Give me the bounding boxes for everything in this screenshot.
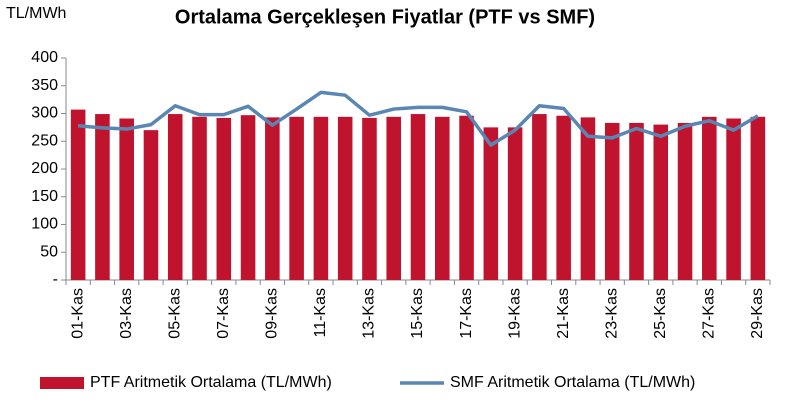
bar bbox=[119, 118, 134, 281]
y-tick-label: 200 bbox=[31, 160, 58, 177]
bar bbox=[95, 114, 110, 281]
bar bbox=[386, 116, 402, 280]
x-tick-label: 23-Kas bbox=[603, 288, 620, 339]
x-tick-label: 13-Kas bbox=[361, 288, 378, 339]
x-tick-label: 17-Kas bbox=[458, 288, 475, 339]
bar bbox=[337, 116, 353, 280]
bar bbox=[604, 122, 620, 280]
bar bbox=[70, 109, 86, 281]
y-axis-label: TL/MWh bbox=[6, 5, 66, 22]
y-tick-label: 150 bbox=[31, 188, 58, 205]
y-tick-label: 250 bbox=[31, 132, 58, 149]
x-tick-label: 21-Kas bbox=[555, 288, 572, 339]
bar bbox=[362, 117, 377, 280]
bar bbox=[289, 116, 304, 280]
y-tick-label: 300 bbox=[31, 105, 58, 122]
legend-swatch bbox=[40, 377, 84, 389]
x-tick-label: 09-Kas bbox=[264, 288, 281, 339]
y-tick-label: 50 bbox=[40, 243, 58, 260]
x-tick-label: 15-Kas bbox=[409, 288, 426, 339]
y-tick-label: 100 bbox=[31, 216, 58, 233]
x-tick-label: 07-Kas bbox=[215, 288, 232, 339]
bar bbox=[216, 117, 232, 280]
bar bbox=[434, 116, 450, 280]
bar bbox=[459, 115, 474, 280]
bar bbox=[677, 122, 693, 280]
y-tick-label: - bbox=[53, 271, 58, 288]
bar bbox=[629, 122, 644, 280]
x-tick-label: 05-Kas bbox=[166, 288, 183, 339]
legend-label: PTF Aritmetik Ortalama (TL/MWh) bbox=[90, 374, 332, 391]
y-tick-label: 350 bbox=[31, 77, 58, 94]
x-tick-label: 01-Kas bbox=[69, 288, 86, 339]
line bbox=[77, 90, 759, 147]
bar bbox=[580, 117, 596, 280]
x-tick-label: 19-Kas bbox=[506, 288, 523, 339]
x-tick-label: 25-Kas bbox=[652, 288, 669, 339]
bar bbox=[192, 116, 207, 280]
x-tick-label: 29-Kas bbox=[749, 288, 766, 339]
bar bbox=[410, 114, 426, 281]
bar bbox=[726, 118, 741, 281]
x-tick-label: 27-Kas bbox=[701, 288, 718, 339]
bar bbox=[265, 117, 280, 280]
legend-label: SMF Aritmetik Ortalama (TL/MWh) bbox=[450, 374, 695, 391]
bar bbox=[507, 127, 523, 280]
y-tick-label: 400 bbox=[31, 49, 58, 66]
x-tick-label: 11-Kas bbox=[312, 288, 329, 338]
bar bbox=[313, 116, 329, 280]
chart-title: Ortalama Gerçekleşen Fiyatlar (PTF vs SM… bbox=[175, 6, 595, 28]
bar bbox=[702, 116, 717, 280]
bar bbox=[143, 130, 159, 280]
bar bbox=[653, 124, 669, 280]
bar bbox=[532, 114, 547, 281]
bar bbox=[240, 115, 256, 280]
bar bbox=[483, 127, 499, 280]
bar bbox=[750, 116, 766, 280]
bar bbox=[167, 114, 183, 281]
bar bbox=[556, 115, 571, 280]
x-tick-label: 03-Kas bbox=[118, 288, 135, 339]
